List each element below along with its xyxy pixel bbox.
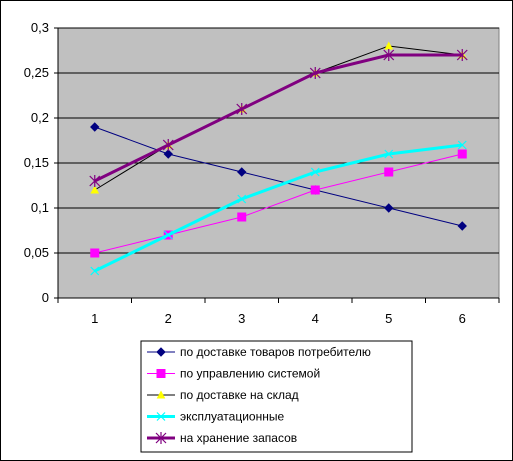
square-marker [90,248,100,258]
data-point [162,139,174,151]
legend-label: на хранение запасов [180,431,297,445]
legend-item: по доставке на склад [147,388,299,402]
x-marker [90,266,100,276]
data-point [457,149,467,159]
series-lines [89,41,468,276]
data-point [156,412,166,421]
y-tick-label: 0 [42,290,49,305]
y-tick-labels: 0 0,05 0,1 0,15 0,2 0,25 0,3 [24,20,49,305]
triangle-marker [90,185,100,194]
x-marker [156,412,166,421]
series-4 [89,49,468,187]
data-point [155,432,167,444]
y-tick-label: 0,1 [31,200,49,215]
star-marker [162,139,174,151]
x-tick-label: 1 [91,311,98,326]
data-point [236,103,248,115]
y-tick-label: 0,15 [24,155,49,170]
legend-item: эксплуатационные [147,410,284,424]
data-point [90,185,100,194]
data-point [89,175,101,187]
x-marker [237,194,247,204]
series-3 [90,140,467,276]
star-marker [155,432,167,444]
diamond-marker [457,221,467,231]
axes [54,27,500,303]
diamond-marker [237,167,247,177]
legend-label: по управлению системой [180,367,320,381]
star-marker [309,67,321,79]
x-tick-label: 4 [312,311,319,326]
square-marker [237,212,247,222]
diamond-marker [90,122,100,132]
data-point [90,248,100,258]
data-point [384,167,394,177]
square-marker [384,167,394,177]
data-point [156,347,166,357]
data-point [237,212,247,222]
x-marker [310,167,320,177]
data-point [310,167,320,177]
legend-label: по доставке товаров потребителю [180,345,371,359]
data-point [156,369,166,378]
data-point [384,149,394,159]
x-tick-labels: 1 2 3 4 5 6 [91,311,466,326]
y-tick-label: 0,05 [24,245,49,260]
x-marker [457,140,467,150]
x-marker [163,230,173,240]
x-tick-label: 3 [238,311,245,326]
data-point [90,266,100,276]
series-line [94,153,463,254]
star-marker [456,49,468,61]
data-point [310,185,320,195]
legend-item: по управлению системой [147,367,320,381]
diamond-marker [384,203,394,213]
data-point [163,230,173,240]
data-point [237,167,247,177]
data-point [457,221,467,231]
y-tick-label: 0,2 [31,110,49,125]
legend-item: на хранение запасов [147,431,297,445]
square-marker [457,149,467,159]
legend-label: эксплуатационные [180,410,284,424]
data-point [456,49,468,61]
data-point [384,203,394,213]
x-tick-label: 6 [459,311,466,326]
triangle-marker [156,390,166,399]
data-point [90,122,100,132]
series-line [94,143,463,273]
star-marker [383,49,395,61]
square-marker [156,369,166,378]
data-point [457,140,467,150]
square-marker [310,185,320,195]
star-marker [236,103,248,115]
legend: по доставке товаров потребителю по управл… [140,340,413,453]
diamond-marker [163,149,173,159]
legend-box [140,340,413,453]
data-point [156,390,166,399]
star-marker [89,175,101,187]
series-line [94,53,463,183]
data-point [163,149,173,159]
data-point [383,49,395,61]
legend-label: по доставке на склад [180,388,299,402]
x-marker [384,149,394,159]
x-tick-label: 5 [385,311,392,326]
data-point [237,194,247,204]
x-tick-label: 2 [165,311,172,326]
data-point [309,67,321,79]
diamond-marker [156,347,166,357]
y-tick-label: 0,25 [24,65,49,80]
y-tick-label: 0,3 [31,20,49,35]
legend-item: по доставке товаров потребителю [147,345,371,359]
